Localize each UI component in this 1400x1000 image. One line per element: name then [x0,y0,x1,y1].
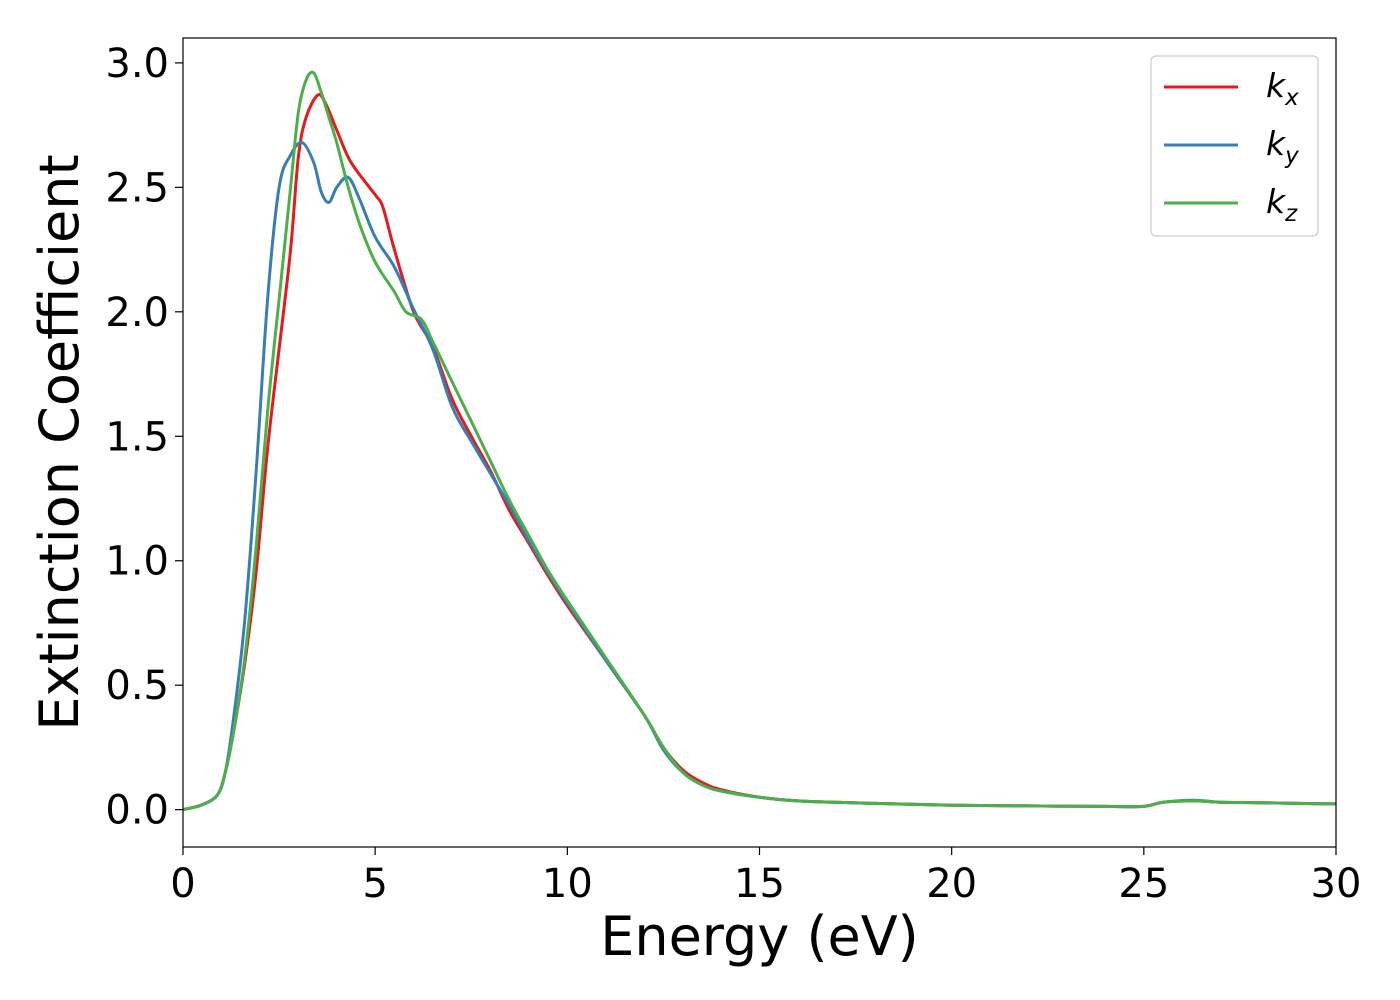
y-tick-label: 1.5 [105,414,169,460]
x-axis-label: Energy (eV) [600,905,919,968]
y-tick-label: 0.5 [105,663,169,709]
x-tick-label: 30 [1311,861,1362,907]
y-tick-label: 2.0 [105,290,169,336]
x-tick-label: 25 [1118,861,1169,907]
x-tick-label: 0 [170,861,195,907]
x-axis-ticks: 0 5 10 15 20 25 30 [170,847,1361,907]
x-tick-label: 20 [926,861,977,907]
x-tick-label: 15 [734,861,785,907]
series-layer [182,70,1337,812]
series-line-z [182,70,1337,812]
legend-label-z: kz [1266,182,1298,227]
y-axis-ticks: 0.0 0.5 1.0 1.5 2.0 2.5 3.0 [105,41,183,834]
y-tick-label: 3.0 [105,41,169,87]
legend-label-x: kx [1266,66,1299,111]
legend-label-y: ky [1266,124,1299,169]
y-axis-label: Extinction Coefficient [28,154,91,730]
y-tick-label: 2.5 [105,165,169,211]
x-tick-label: 5 [362,861,387,907]
x-tick-label: 10 [542,861,593,907]
y-tick-label: 0.0 [105,788,169,834]
y-tick-label: 1.0 [105,539,169,585]
legend: kx ky kz [1150,55,1319,237]
